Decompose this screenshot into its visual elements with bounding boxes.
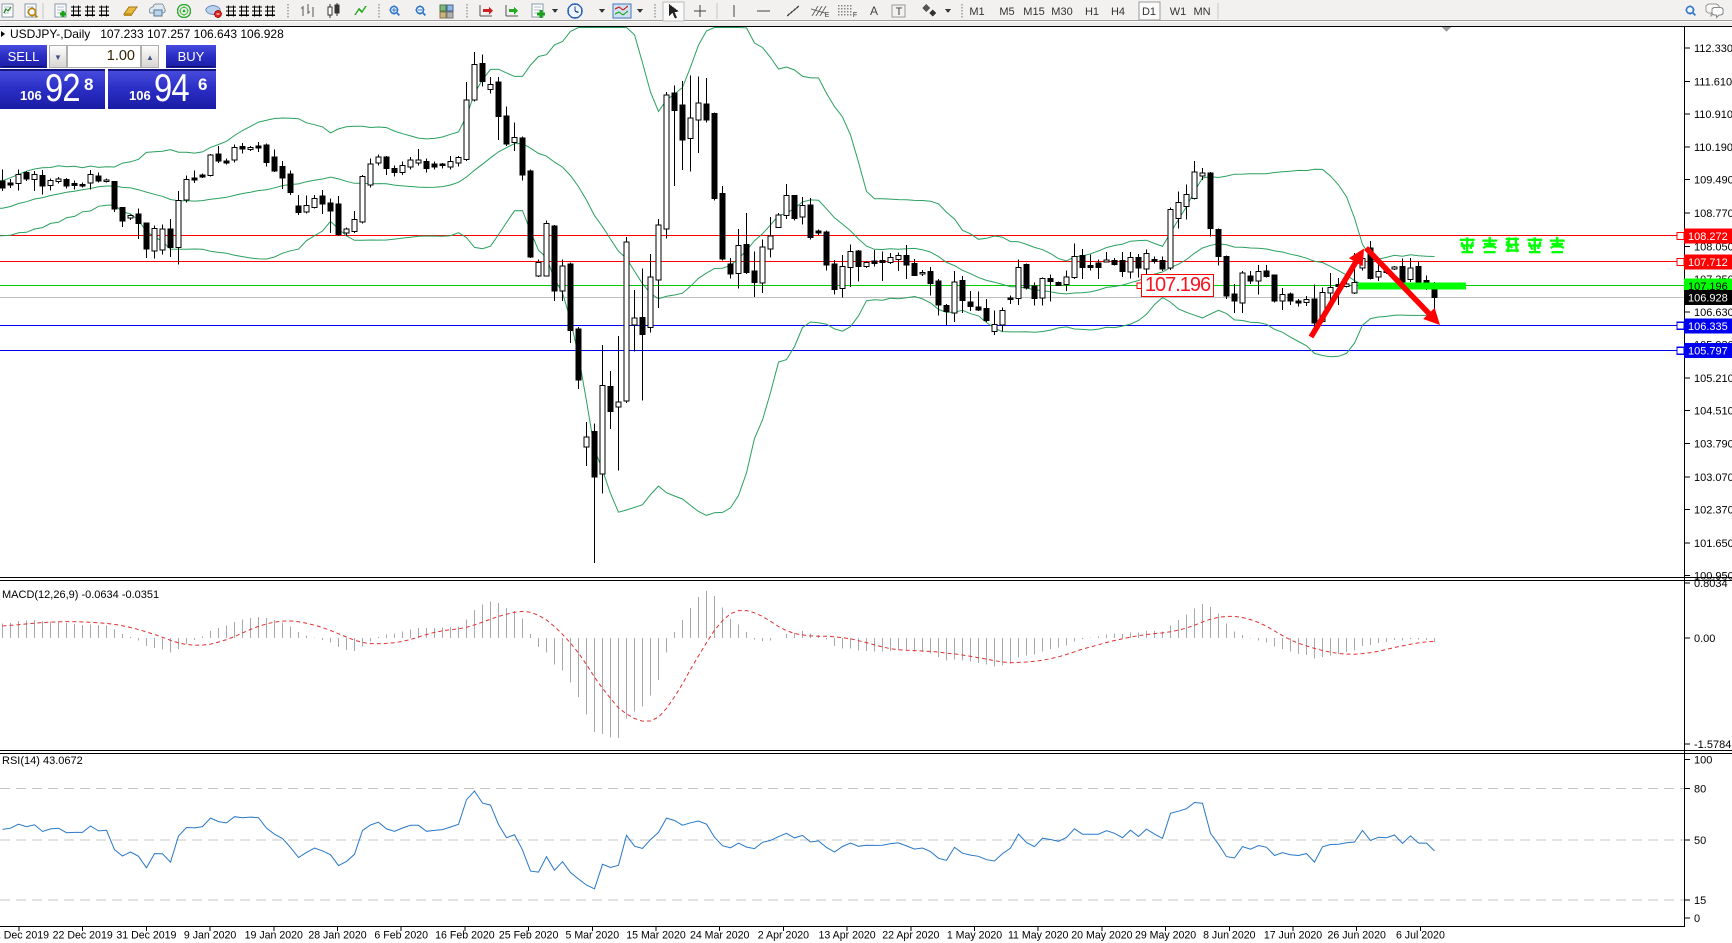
- svg-text:D1: D1: [1142, 6, 1156, 18]
- svg-text:W1: W1: [1170, 6, 1187, 18]
- svg-text:16 Feb 2020: 16 Feb 2020: [435, 930, 495, 942]
- svg-text:103.790: 103.790: [1694, 439, 1732, 451]
- svg-text:26 Jun 2020: 26 Jun 2020: [1328, 930, 1386, 942]
- svg-text:15: 15: [1694, 895, 1706, 907]
- svg-text:M5: M5: [999, 6, 1014, 18]
- svg-text:80: 80: [1694, 783, 1706, 795]
- svg-text:0: 0: [1694, 913, 1700, 925]
- svg-text:15 Mar 2020: 15 Mar 2020: [626, 930, 686, 942]
- svg-text:1 May 2020: 1 May 2020: [947, 930, 1002, 942]
- svg-text:107.712: 107.712: [1688, 257, 1728, 269]
- svg-text:107.196: 107.196: [1688, 281, 1728, 293]
- svg-text:106.335: 106.335: [1688, 321, 1728, 333]
- svg-text:M30: M30: [1051, 6, 1072, 18]
- svg-text:11 May 2020: 11 May 2020: [1008, 930, 1069, 942]
- svg-text:105.797: 105.797: [1688, 346, 1728, 358]
- svg-text:103.070: 103.070: [1694, 472, 1732, 484]
- svg-text:20 May 2020: 20 May 2020: [1071, 930, 1132, 942]
- svg-text:17 Jun 2020: 17 Jun 2020: [1264, 930, 1322, 942]
- svg-text:108.272: 108.272: [1688, 231, 1728, 243]
- svg-text:12 Dec 2019: 12 Dec 2019: [0, 930, 49, 942]
- svg-text:M15: M15: [1023, 6, 1044, 18]
- svg-text:5 Mar 2020: 5 Mar 2020: [566, 930, 620, 942]
- svg-text:105.210: 105.210: [1694, 373, 1732, 385]
- svg-text:102.370: 102.370: [1694, 505, 1732, 517]
- svg-text:F: F: [853, 12, 857, 19]
- svg-text:100.950: 100.950: [1694, 570, 1732, 582]
- svg-text:50: 50: [1694, 835, 1706, 847]
- svg-text:106.928: 106.928: [1688, 293, 1728, 305]
- svg-text:108.050: 108.050: [1694, 241, 1732, 253]
- svg-text:MN: MN: [1193, 6, 1210, 18]
- svg-text:H4: H4: [1111, 6, 1125, 18]
- svg-text:13 Apr 2020: 13 Apr 2020: [819, 930, 876, 942]
- svg-text:19 Jan 2020: 19 Jan 2020: [245, 930, 303, 942]
- svg-text:8 Jun 2020: 8 Jun 2020: [1203, 930, 1256, 942]
- svg-text:-1.5784: -1.5784: [1694, 739, 1731, 751]
- svg-text:104.510: 104.510: [1694, 405, 1732, 417]
- svg-text:24 Mar 2020: 24 Mar 2020: [690, 930, 750, 942]
- svg-text:101.650: 101.650: [1694, 538, 1732, 550]
- svg-text:H1: H1: [1085, 6, 1099, 18]
- svg-text:110.190: 110.190: [1694, 142, 1732, 154]
- svg-text:100: 100: [1694, 755, 1712, 767]
- svg-text:110.910: 110.910: [1694, 109, 1732, 121]
- svg-text:112.330: 112.330: [1694, 43, 1732, 55]
- svg-text:28 Jan 2020: 28 Jan 2020: [308, 930, 366, 942]
- svg-text:31 Dec 2019: 31 Dec 2019: [116, 930, 176, 942]
- svg-text:29 May 2020: 29 May 2020: [1135, 930, 1196, 942]
- svg-text:0.00: 0.00: [1694, 633, 1715, 645]
- svg-text:M1: M1: [969, 6, 984, 18]
- svg-text:25 Feb 2020: 25 Feb 2020: [499, 930, 559, 942]
- svg-text:2 Apr 2020: 2 Apr 2020: [758, 930, 809, 942]
- svg-text:111.610: 111.610: [1694, 76, 1732, 88]
- svg-text:0.8034: 0.8034: [1694, 578, 1728, 590]
- svg-text:9 Jan 2020: 9 Jan 2020: [184, 930, 237, 942]
- svg-text:22 Apr 2020: 22 Apr 2020: [882, 930, 939, 942]
- svg-text:106.630: 106.630: [1694, 307, 1732, 319]
- svg-text:22 Dec 2019: 22 Dec 2019: [53, 930, 113, 942]
- svg-text:E: E: [825, 12, 830, 19]
- svg-text:109.490: 109.490: [1694, 175, 1732, 187]
- svg-text:A: A: [870, 4, 878, 18]
- svg-text:T: T: [896, 6, 903, 18]
- svg-text:108.770: 108.770: [1694, 208, 1732, 220]
- svg-text:6 Feb 2020: 6 Feb 2020: [374, 930, 428, 942]
- svg-text:6 Jul 2020: 6 Jul 2020: [1396, 930, 1445, 942]
